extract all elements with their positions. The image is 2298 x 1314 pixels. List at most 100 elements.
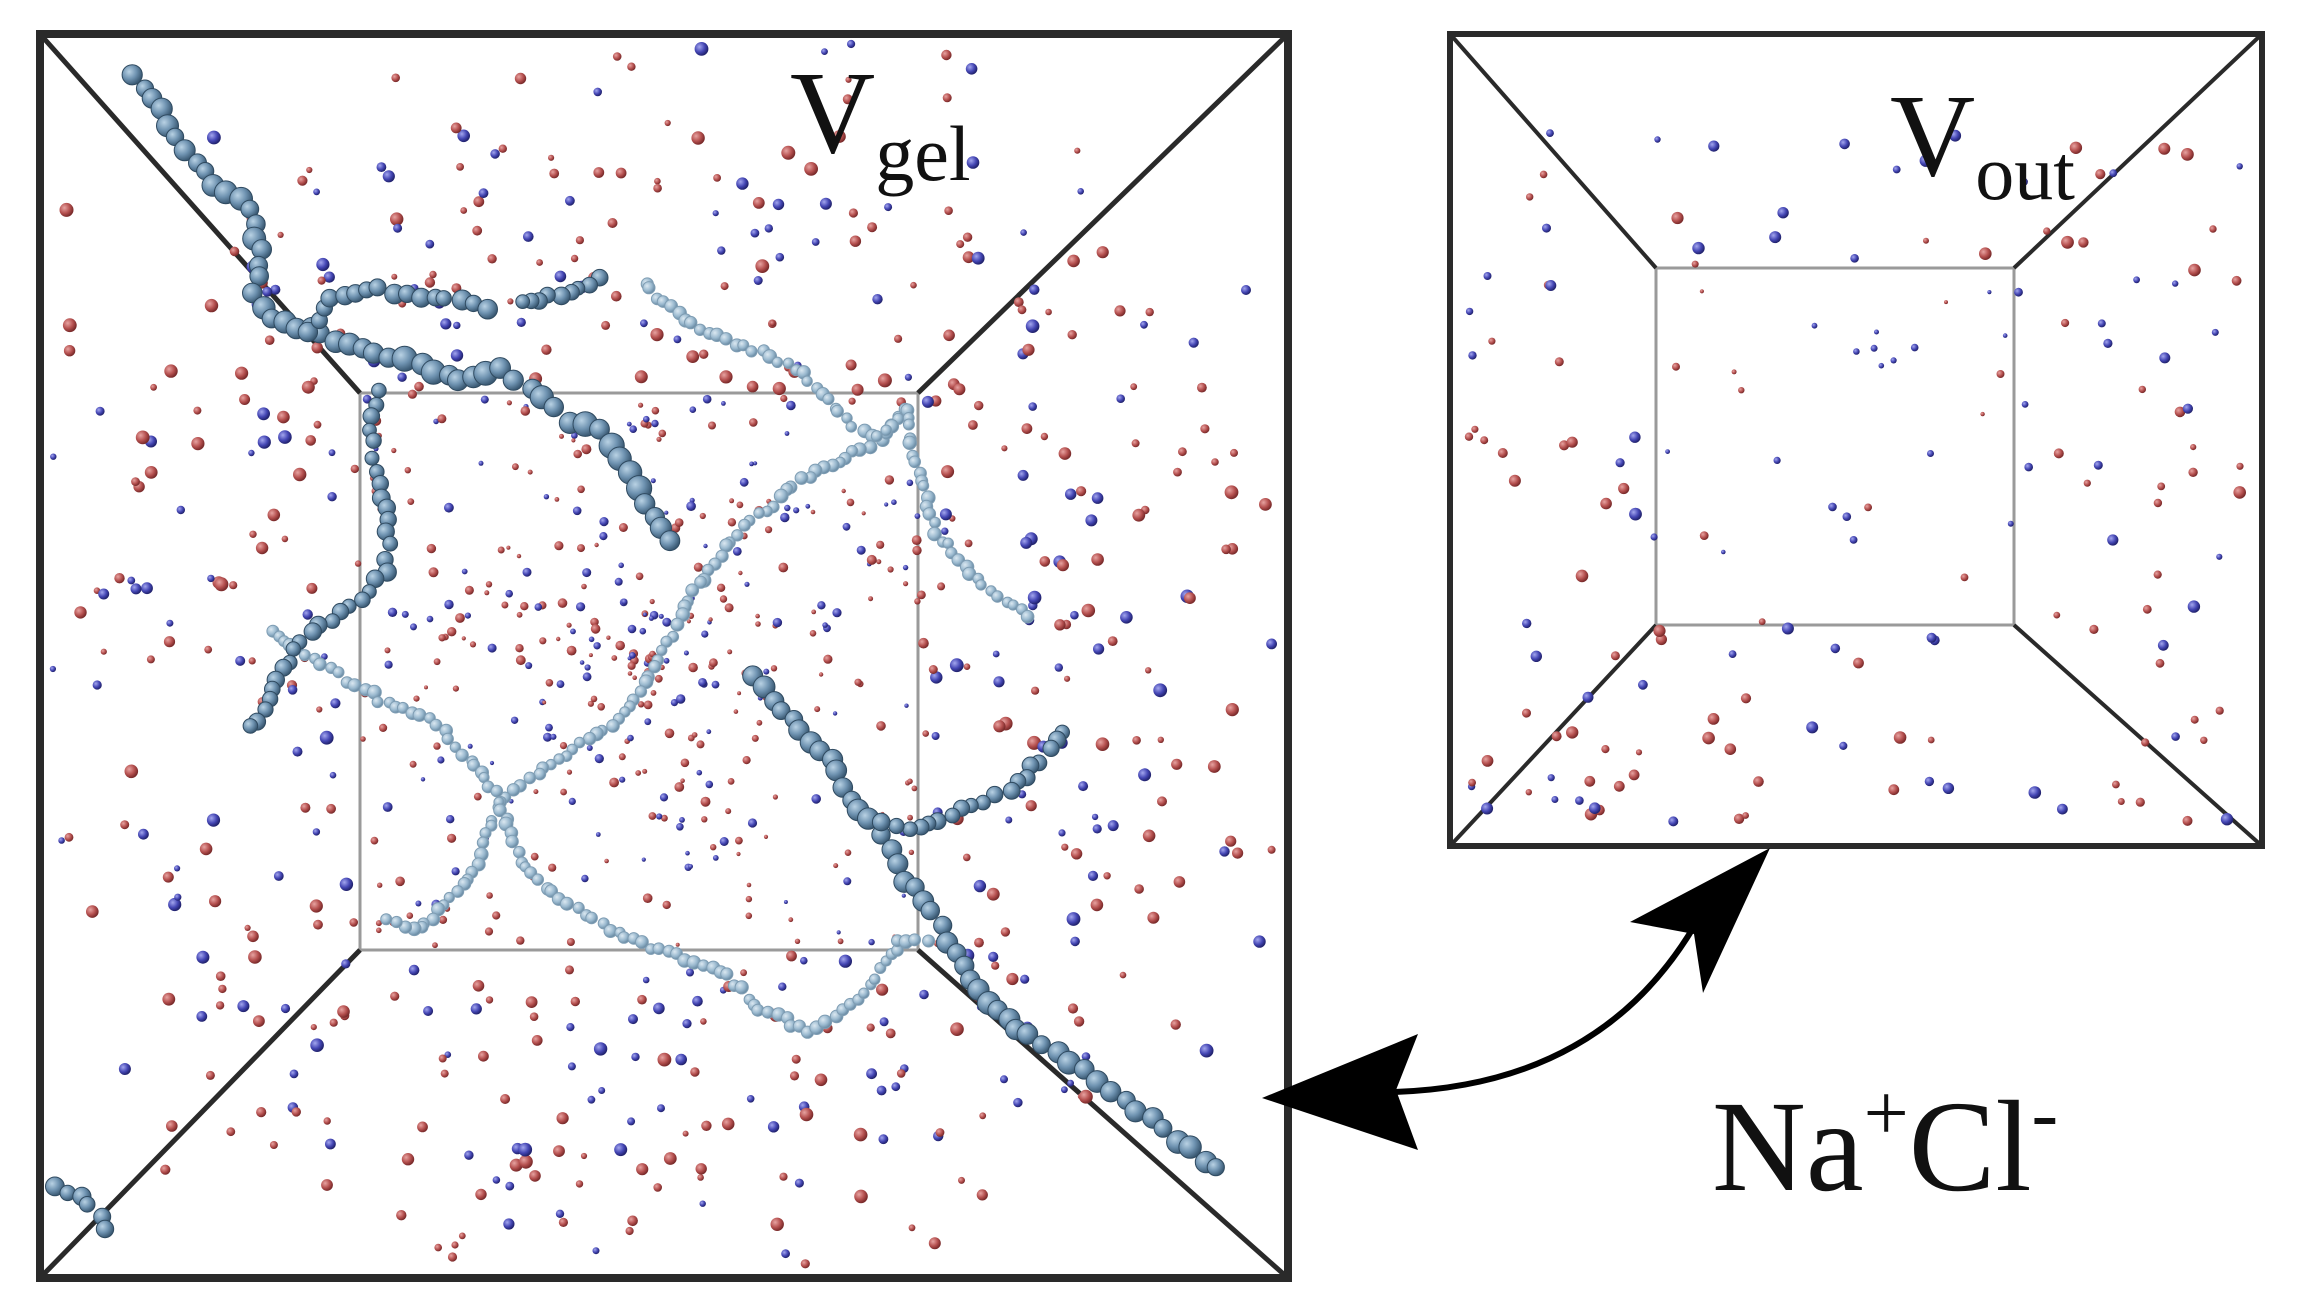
sodium-ion <box>914 598 921 605</box>
sodium-ion <box>615 167 627 179</box>
chloride-ion <box>1093 643 1105 655</box>
polymer-bead <box>573 736 586 749</box>
chloride-ion <box>323 271 335 283</box>
sodium-ion <box>239 394 251 405</box>
chloride-ion <box>1020 229 1027 236</box>
sodium-ion <box>1671 211 1684 225</box>
sodium-ion <box>2142 604 2152 614</box>
sodium-ion <box>1610 651 1620 661</box>
sodium-ion <box>514 72 527 85</box>
sodium-ion <box>1054 619 1066 631</box>
chloride-ion <box>543 732 552 742</box>
sodium-ion <box>2215 706 2224 715</box>
polymer-bead <box>242 718 259 734</box>
chloride-ion <box>1839 138 1850 150</box>
polymer-bead <box>332 666 345 679</box>
chloride-ion <box>127 576 136 585</box>
exchange-arrow-shaft <box>1391 903 1709 1095</box>
chloride-ion <box>750 228 760 238</box>
chloride-ion <box>505 589 513 598</box>
polymer-bead <box>589 418 610 440</box>
polymer-bead <box>684 315 698 330</box>
sodium-ion <box>1061 843 1069 851</box>
chloride-ion <box>384 660 393 669</box>
chloride-ion <box>453 321 461 330</box>
polymer-bead <box>902 435 917 450</box>
chloride-ion <box>206 813 221 827</box>
sodium-ion <box>2188 263 2201 277</box>
sodium-ion <box>1224 485 1239 500</box>
chloride-ion <box>566 1023 575 1032</box>
sodium-ion <box>661 814 668 822</box>
polymer-bead <box>251 239 273 260</box>
chloride-ion <box>1769 231 1782 244</box>
sodium-ion <box>841 488 846 494</box>
polymer-bead <box>543 396 564 418</box>
sodium-ion <box>643 700 653 710</box>
chloride-ion <box>397 372 407 382</box>
sodium-ion <box>329 1018 338 1027</box>
sodium-ion <box>577 485 585 494</box>
sodium-ion <box>693 562 704 572</box>
chloride-ion <box>884 502 889 507</box>
sodium-ion <box>618 523 628 532</box>
polymer-bead <box>531 873 544 886</box>
sodium-ion <box>1067 1003 1079 1014</box>
chloride-ion <box>641 857 646 862</box>
sodium-ion <box>472 225 483 236</box>
sodium-ion <box>497 546 505 554</box>
chloride-ion <box>505 1181 515 1191</box>
chloride-ion <box>906 479 914 487</box>
sodium-ion <box>1096 246 1109 259</box>
chloride-ion <box>856 545 866 555</box>
sodium-ion <box>370 836 379 845</box>
chloride-ion <box>838 954 853 968</box>
sodium-ion <box>2069 141 2083 154</box>
sodium-ion <box>1134 884 1144 894</box>
sodium-ion <box>876 983 889 996</box>
sodium-ion <box>440 1069 449 1078</box>
sodium-ion <box>146 655 155 664</box>
polymer-bead <box>887 853 909 875</box>
chloride-ion <box>2097 319 2106 328</box>
chloride-ion <box>1589 802 1601 814</box>
sodium-ion <box>199 842 213 856</box>
chloride-ion <box>176 505 185 515</box>
sodium-ion <box>818 672 824 677</box>
polymer-bead <box>902 821 919 838</box>
sodium-ion <box>484 590 490 596</box>
chloride-ion <box>444 1051 452 1058</box>
sodium-ion <box>1707 713 1720 725</box>
sodium-ion <box>557 598 568 608</box>
sodium-ion <box>710 844 717 851</box>
sodium-ion <box>928 1237 941 1250</box>
sodium-ion <box>884 475 895 485</box>
chloride-ion <box>95 406 105 416</box>
sodium-ion <box>1575 569 1589 583</box>
chloride-ion <box>523 231 534 242</box>
chloride-ion <box>582 568 592 578</box>
sodium-ion <box>2112 780 2120 789</box>
chloride-ion <box>325 1138 336 1150</box>
sodium-ion <box>791 1054 801 1064</box>
chloride-ion <box>534 603 543 611</box>
chloride-ion <box>2107 534 2119 546</box>
sodium-ion <box>1554 357 1564 367</box>
chloride-ion <box>930 671 943 684</box>
polymer-bead <box>242 282 263 304</box>
sodium-ion <box>1468 778 1476 787</box>
sodium-ion <box>527 469 533 475</box>
chloride-ion <box>1545 280 1557 291</box>
sodium-ion <box>740 969 747 977</box>
chloride-ion <box>376 162 387 173</box>
sodium-ion <box>575 236 585 245</box>
sodium-ion <box>772 381 786 396</box>
sodium-ion <box>2181 148 2194 161</box>
chloride-ion <box>292 746 303 757</box>
sodium-ion <box>164 364 178 378</box>
sodium-ion <box>941 49 952 61</box>
sodium-ion <box>1079 1089 1093 1104</box>
sodium-ion <box>1738 387 1745 394</box>
sodium-ion <box>560 788 567 796</box>
chloride-ion <box>618 562 624 569</box>
